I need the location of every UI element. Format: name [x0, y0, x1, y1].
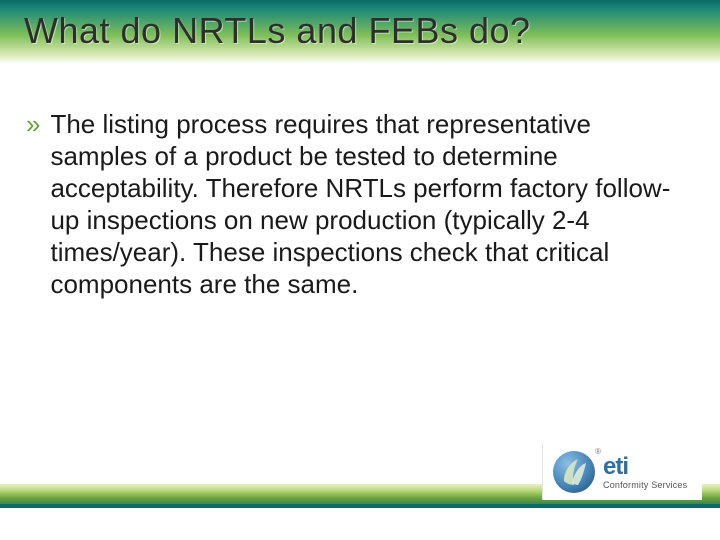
logo-name: eti — [603, 455, 687, 479]
logo-tagline: Conformity Services — [603, 481, 687, 490]
bullet-item: » The listing process requires that repr… — [26, 108, 690, 300]
brand-logo: ® eti Conformity Services — [542, 444, 702, 500]
slide-title: What do NRTLs and FEBs do? — [24, 10, 531, 52]
slide: What do NRTLs and FEBs do? » The listing… — [0, 0, 720, 540]
globe-icon: ® — [553, 451, 595, 493]
logo-text: eti Conformity Services — [603, 455, 687, 490]
bullet-text: The listing process requires that repres… — [50, 108, 690, 300]
body-area: » The listing process requires that repr… — [26, 108, 690, 300]
registered-mark: ® — [595, 447, 601, 456]
bullet-glyph-icon: » — [26, 108, 40, 140]
